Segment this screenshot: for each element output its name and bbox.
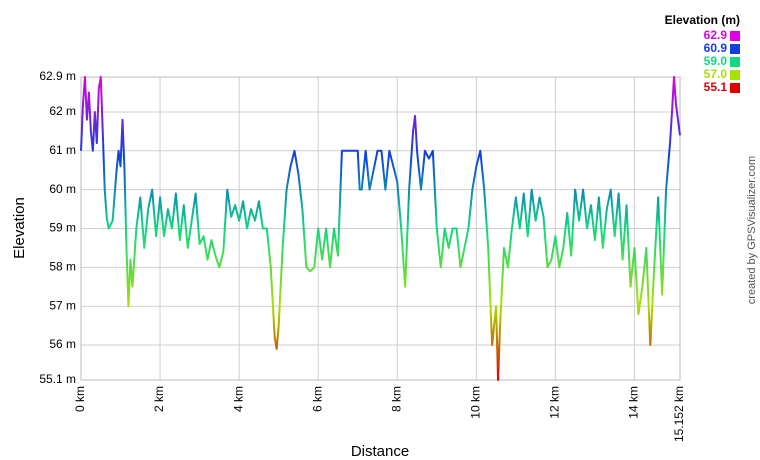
y-tick-label: 58 m [49,260,76,274]
legend-label: 55.1 [704,80,728,94]
y-tick-label: 61 m [49,143,76,157]
x-tick-label: 2 km [152,386,166,412]
y-tick-label: 55.1 m [39,372,76,386]
legend-title: Elevation (m) [665,13,740,27]
legend-label: 60.9 [704,41,728,55]
x-tick-label: 0 km [73,386,87,412]
x-tick-label: 6 km [310,386,324,412]
y-axis-title: Elevation [11,197,28,259]
legend-label: 59.0 [704,54,728,68]
legend-swatch [730,57,740,67]
credit: created by GPSVisualizer.com [746,156,758,304]
x-tick-label: 15.152 km [672,386,686,442]
plot-frame [80,76,681,381]
legend-swatch [730,83,740,93]
x-tick-label: 8 km [389,386,403,412]
x-tick-label: 4 km [231,386,245,412]
x-tick-label: 14 km [627,386,641,419]
y-tick-label: 62.9 m [39,69,76,83]
y-tick-label: 60 m [49,182,76,196]
x-tick-label: 12 km [548,386,562,419]
legend-label: 62.9 [704,28,728,42]
x-tick-label: 10 km [468,386,482,419]
y-tick-label: 59 m [49,221,76,235]
y-tick-label: 57 m [49,298,76,312]
legend-label: 57.0 [704,67,728,81]
legend-swatch [730,70,740,80]
legend-swatch [730,44,740,54]
y-tick-label: 62 m [49,104,76,118]
elevation-line [80,76,681,381]
legend-swatch [730,31,740,41]
x-axis-title: Distance [351,443,409,460]
y-tick-label: 56 m [49,337,76,351]
